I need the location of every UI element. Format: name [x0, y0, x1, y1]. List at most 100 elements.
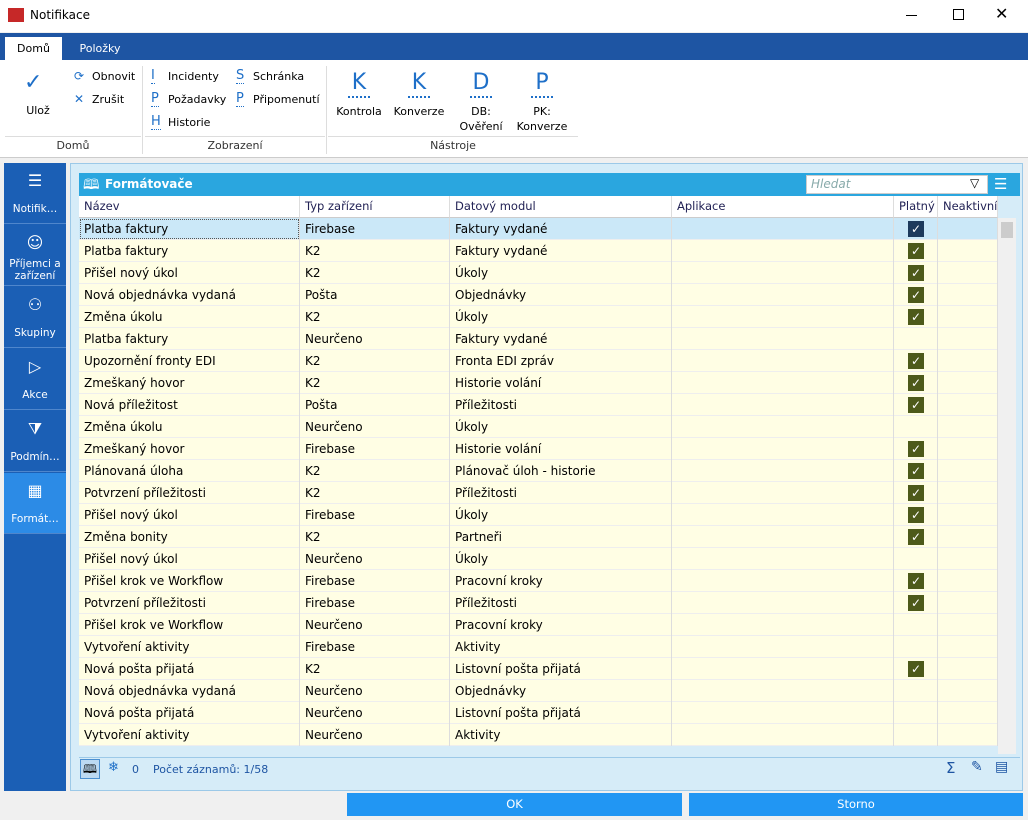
search-box[interactable]: Hledat	[806, 175, 988, 194]
grid-cell: Faktury vydané	[450, 328, 672, 350]
ribbon-button[interactable]: PK: Konverze	[516, 105, 568, 133]
ribbon-tab[interactable]: Položky	[79, 42, 121, 55]
ribbon-button[interactable]: Schránka	[253, 70, 305, 83]
grid-row[interactable]	[79, 614, 998, 636]
grid-row[interactable]	[79, 702, 998, 724]
grid-row[interactable]	[79, 306, 998, 328]
nav-label: Příjemci a zařízení	[9, 258, 61, 282]
ribbon-button[interactable]: Incidenty	[168, 70, 219, 83]
ribbon-button[interactable]: Obnovit	[92, 70, 136, 83]
grid-row[interactable]	[79, 548, 998, 570]
grid-cell	[894, 306, 938, 328]
nav-item[interactable]	[4, 411, 66, 472]
icon: P	[535, 70, 549, 95]
grid-row[interactable]	[79, 526, 998, 548]
column-header[interactable]: Aplikace	[672, 196, 894, 218]
grid-cell	[938, 680, 998, 702]
ribbon-button[interactable]: Konverze	[393, 105, 445, 118]
grid-row[interactable]	[79, 570, 998, 592]
grid-cell	[938, 438, 998, 460]
ribbon-button[interactable]: Ulož	[26, 104, 50, 117]
grid-row[interactable]	[79, 658, 998, 680]
grid-row[interactable]	[79, 218, 998, 240]
checkbox: ✓	[908, 243, 924, 259]
column-header[interactable]: Datový modul	[450, 196, 672, 218]
ribbon-button[interactable]: Požadavky	[168, 93, 227, 106]
edit-icon[interactable]: ✎	[971, 759, 983, 775]
grid-cell: Změna úkolu	[79, 306, 300, 328]
nav-item[interactable]	[4, 163, 66, 224]
grid-cell	[894, 570, 938, 592]
grid-cell	[938, 482, 998, 504]
grid-cell: Neurčeno	[300, 680, 450, 702]
checkbox: ✓	[908, 221, 924, 237]
grid-cell	[938, 328, 998, 350]
grid-cell: K2	[300, 372, 450, 394]
nav-item[interactable]	[4, 225, 66, 286]
grid-cell: Pracovní kroky	[450, 614, 672, 636]
ribbon-button[interactable]: Kontrola	[336, 105, 382, 118]
grid-cell	[672, 372, 894, 394]
book-button[interactable]: 🕮	[80, 759, 100, 779]
grid-cell: Platba faktury	[79, 328, 300, 350]
grid-row[interactable]	[79, 460, 998, 482]
nav-icon: ⚇	[27, 295, 43, 314]
button[interactable]: OK	[347, 793, 682, 816]
export-icon[interactable]: ▤	[995, 759, 1009, 775]
minimize[interactable]	[906, 15, 917, 16]
maximize[interactable]	[953, 9, 964, 20]
icon-check: ✓	[24, 70, 43, 95]
grid-cell: Nová pošta přijatá	[79, 658, 300, 680]
grid-cell	[938, 526, 998, 548]
nav-label: Skupiny	[14, 327, 56, 339]
nav-item[interactable]	[4, 287, 66, 348]
checkbox: ✓	[908, 507, 924, 523]
grid-cell: Partneři	[450, 526, 672, 548]
nav-item[interactable]	[4, 473, 66, 534]
grid-cell	[672, 284, 894, 306]
grid-row[interactable]	[79, 482, 998, 504]
column-header[interactable]: Typ zařízení	[300, 196, 450, 218]
grid-cell	[894, 724, 938, 746]
grid-row[interactable]	[79, 592, 998, 614]
close[interactable]: ✕	[995, 4, 1009, 23]
ribbon-button[interactable]: Historie	[168, 116, 211, 129]
ribbon-button[interactable]: DB: Ověření	[459, 105, 503, 133]
column-header[interactable]: Název	[79, 196, 300, 218]
grid-row[interactable]	[79, 262, 998, 284]
grid-cell	[672, 592, 894, 614]
grid-cell	[938, 570, 998, 592]
grid-cell: Zmeškaný hovor	[79, 372, 300, 394]
column-header[interactable]: Platný	[894, 196, 938, 218]
grid-title: Formátovače	[105, 177, 193, 191]
grid-row[interactable]	[79, 350, 998, 372]
grid-row[interactable]	[79, 504, 998, 526]
ribbon-button[interactable]: Zrušit	[92, 93, 125, 106]
grid-row[interactable]	[79, 284, 998, 306]
grid-row[interactable]	[79, 394, 998, 416]
ribbon-tab[interactable]: Domů	[5, 37, 62, 60]
grid-row[interactable]	[79, 438, 998, 460]
grid-cell	[894, 636, 938, 658]
column-header[interactable]: Neaktivní	[938, 196, 998, 218]
button[interactable]: Storno	[689, 793, 1023, 816]
status-records: Počet záznamů: 1/58	[153, 763, 269, 776]
grid-cell: Upozornění fronty EDI	[79, 350, 300, 372]
menu-icon[interactable]: ☰	[994, 175, 1008, 193]
nav-item[interactable]	[4, 349, 66, 410]
checkbox: ✓	[908, 375, 924, 391]
grid-row[interactable]	[79, 240, 998, 262]
sum-icon[interactable]: Σ	[946, 759, 956, 777]
grid-row[interactable]	[79, 328, 998, 350]
grid-row[interactable]	[79, 680, 998, 702]
grid-row[interactable]	[79, 416, 998, 438]
grid-row[interactable]	[79, 372, 998, 394]
dots	[531, 96, 553, 98]
ribbon-button[interactable]: Připomenutí	[253, 93, 320, 106]
grid-row[interactable]	[79, 724, 998, 746]
grid-row[interactable]	[79, 636, 998, 658]
checkbox: ✓	[908, 441, 924, 457]
grid-cell: Vytvoření aktivity	[79, 636, 300, 658]
checkbox: ✓	[908, 485, 924, 501]
